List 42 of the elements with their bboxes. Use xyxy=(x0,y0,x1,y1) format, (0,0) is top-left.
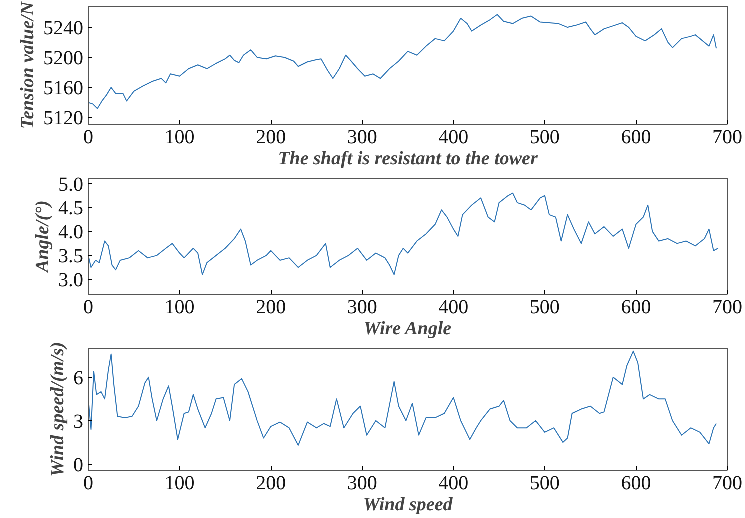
x-axis-title: Wind speed xyxy=(363,494,454,516)
x-tick-label: 400 xyxy=(438,472,469,494)
x-tick-label: 200 xyxy=(256,296,286,318)
x-tick-label: 400 xyxy=(438,126,469,148)
x-tick-label: 700 xyxy=(712,296,742,318)
x-tick-label: 700 xyxy=(712,472,742,494)
y-tick-label: 5200 xyxy=(44,48,84,70)
y-tick-label: 3.0 xyxy=(58,270,84,292)
y-tick-label: 5120 xyxy=(44,108,84,130)
y-tick-label: 4.5 xyxy=(58,198,84,220)
x-tick-label: 300 xyxy=(347,296,378,318)
x-tick-label: 200 xyxy=(256,126,286,148)
x-tick-label: 100 xyxy=(164,296,195,318)
x-axis-title: The shaft is resistant to the tower xyxy=(278,148,538,170)
x-tick-label: 500 xyxy=(530,126,560,148)
x-tick-label: 700 xyxy=(712,126,742,148)
x-tick-label: 400 xyxy=(438,296,469,318)
y-tick-label: 3.5 xyxy=(58,246,84,268)
y-tick-label: 3 xyxy=(74,410,84,433)
x-tick-label: 500 xyxy=(530,472,560,494)
y-tick-label: 0 xyxy=(74,454,84,476)
x-tick-label: 600 xyxy=(621,296,652,318)
y-tick-label: 5160 xyxy=(44,78,84,100)
y-tick-label: 5.0 xyxy=(58,174,84,196)
line-series xyxy=(88,192,719,276)
y-axis-title: Angle/(°) xyxy=(32,200,54,274)
x-tick-label: 100 xyxy=(164,126,195,148)
x-tick-label: 600 xyxy=(621,472,652,494)
y-tick-label: 5240 xyxy=(44,18,84,40)
x-axis-title: Wire Angle xyxy=(364,318,452,340)
x-tick-label: 500 xyxy=(530,296,560,318)
y-tick-label: 4.0 xyxy=(58,222,84,244)
y-tick-label: 6 xyxy=(74,367,84,390)
x-tick-label: 100 xyxy=(164,472,195,494)
y-axis-title: Tension value/N xyxy=(18,0,38,130)
x-tick-label: 300 xyxy=(347,126,378,148)
x-tick-label: 200 xyxy=(256,472,286,494)
line-series xyxy=(88,350,718,446)
line-series xyxy=(88,14,718,110)
y-axis-title: Wind speed/(m/s) xyxy=(48,342,68,477)
x-tick-label: 300 xyxy=(347,472,378,494)
x-tick-label: 600 xyxy=(621,126,652,148)
